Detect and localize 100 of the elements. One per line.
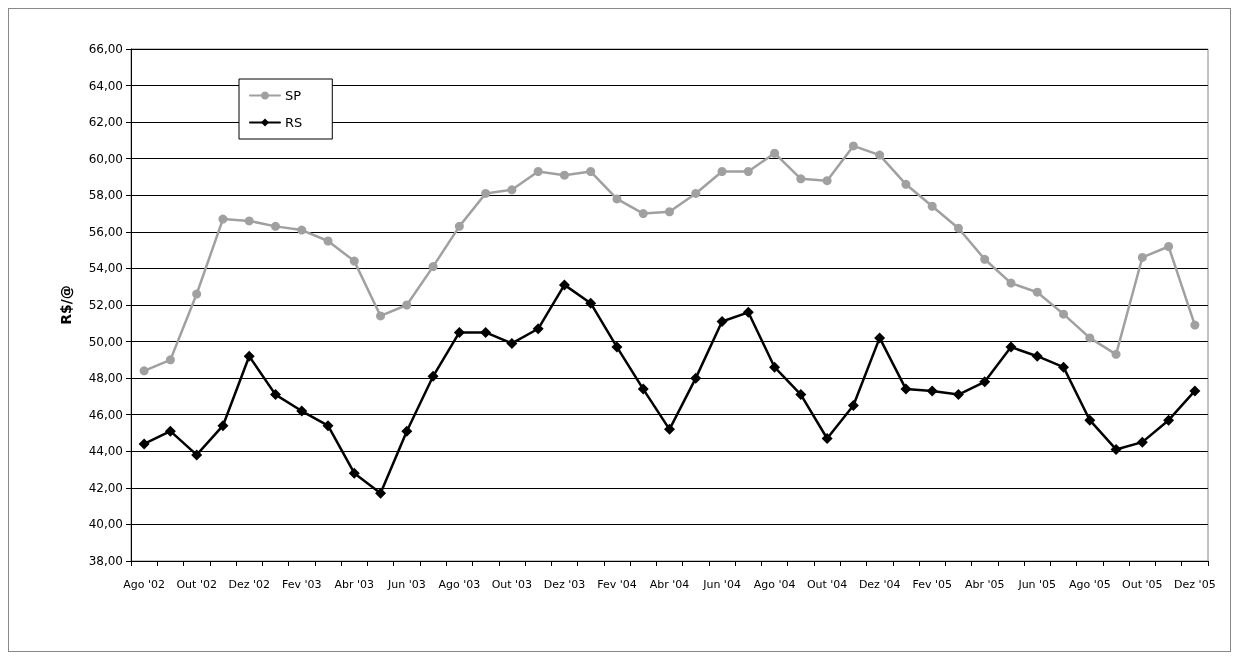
y-tick-label: 38,00 <box>88 554 123 568</box>
point <box>427 370 439 382</box>
point <box>375 487 387 499</box>
point <box>742 306 754 318</box>
y-tick-label: 40,00 <box>88 517 123 532</box>
point <box>980 254 990 264</box>
point <box>296 405 308 417</box>
x-tick-label: Dez '04 <box>858 578 901 591</box>
point <box>558 279 570 291</box>
point <box>1163 414 1175 426</box>
point <box>1190 320 1200 330</box>
point <box>638 209 648 219</box>
point <box>481 188 491 198</box>
point <box>217 420 229 432</box>
point <box>1005 341 1017 353</box>
x-tick-label: Ago '03 <box>438 578 481 591</box>
point <box>243 350 255 362</box>
x-tick-label: Out '02 <box>176 578 217 591</box>
legend-label: SP <box>285 88 302 103</box>
y-tick-label: 54,00 <box>88 261 123 276</box>
point <box>218 214 228 224</box>
point <box>1164 241 1174 251</box>
x-tick-label: Abr '04 <box>649 578 690 591</box>
point <box>927 201 937 211</box>
y-tick-label: 52,00 <box>88 298 123 312</box>
point <box>900 383 912 395</box>
x-tick-label: Jun '04 <box>702 578 741 591</box>
point <box>559 170 569 180</box>
y-tick-label: 44,00 <box>88 444 123 459</box>
y-tick-label: 64,00 <box>88 78 123 93</box>
point <box>611 341 623 353</box>
point <box>297 225 307 235</box>
y-tick-label: 62,00 <box>88 115 123 130</box>
point <box>402 300 412 310</box>
x-tick-label: Abr '05 <box>964 578 1005 591</box>
point <box>901 179 911 189</box>
point <box>769 361 781 373</box>
x-tick-label: Ago '05 <box>1068 578 1111 591</box>
point <box>690 372 702 384</box>
point <box>1059 309 1069 319</box>
point <box>192 289 202 299</box>
point <box>532 323 544 335</box>
point <box>717 167 727 177</box>
x-tick-label: Dez '05 <box>1174 578 1216 591</box>
x-tick-label: Fev '05 <box>912 578 952 591</box>
point <box>480 326 492 338</box>
x-tick-label: Fev '03 <box>281 578 322 591</box>
y-tick-label: 60,00 <box>88 151 123 166</box>
x-tick-label: Dez '03 <box>543 578 586 591</box>
point <box>348 467 360 479</box>
point <box>376 311 386 321</box>
point <box>164 425 176 437</box>
point <box>165 355 175 365</box>
point <box>139 366 149 376</box>
point <box>454 221 464 231</box>
point <box>770 148 780 158</box>
y-tick-label: 46,00 <box>88 407 123 422</box>
point <box>665 207 674 217</box>
x-tick-label: Abr '03 <box>334 578 375 591</box>
legend-label: RS <box>285 115 303 130</box>
y-tick-label: 50,00 <box>88 334 123 349</box>
point <box>1031 350 1043 362</box>
x-tick-label: Out '03 <box>491 578 533 591</box>
point <box>1189 385 1201 397</box>
point <box>270 221 280 231</box>
point <box>585 297 597 309</box>
point <box>507 185 517 195</box>
point <box>506 337 518 349</box>
point <box>322 420 334 432</box>
point <box>1058 361 1070 373</box>
point <box>1110 443 1122 455</box>
point <box>1032 287 1042 297</box>
x-tick-label: Jun '03 <box>386 578 426 591</box>
point <box>953 223 963 233</box>
point <box>453 326 465 338</box>
x-tick-label: Ago '04 <box>753 578 796 591</box>
point <box>269 389 281 401</box>
point <box>349 256 359 266</box>
x-tick-label: Jun '05 <box>1017 578 1057 591</box>
point <box>691 188 701 198</box>
x-tick-label: Ago '02 <box>123 578 166 591</box>
x-tick-label: Dez '02 <box>228 578 270 591</box>
y-tick-label: 58,00 <box>88 188 123 203</box>
point <box>401 425 413 437</box>
point <box>323 236 333 246</box>
x-tick-label: Fev '04 <box>597 578 637 591</box>
point <box>244 216 254 226</box>
point <box>1111 349 1121 359</box>
point <box>533 167 543 177</box>
point <box>1006 278 1016 288</box>
point <box>848 141 858 151</box>
point <box>1084 414 1096 426</box>
point <box>612 194 622 204</box>
x-tick-label: Out '04 <box>806 578 848 591</box>
point <box>821 432 833 444</box>
point <box>428 262 438 272</box>
x-tick-label: Out '05 <box>1122 578 1163 591</box>
point <box>743 167 753 177</box>
point <box>191 449 203 461</box>
y-tick-label: 48,00 <box>88 371 123 386</box>
